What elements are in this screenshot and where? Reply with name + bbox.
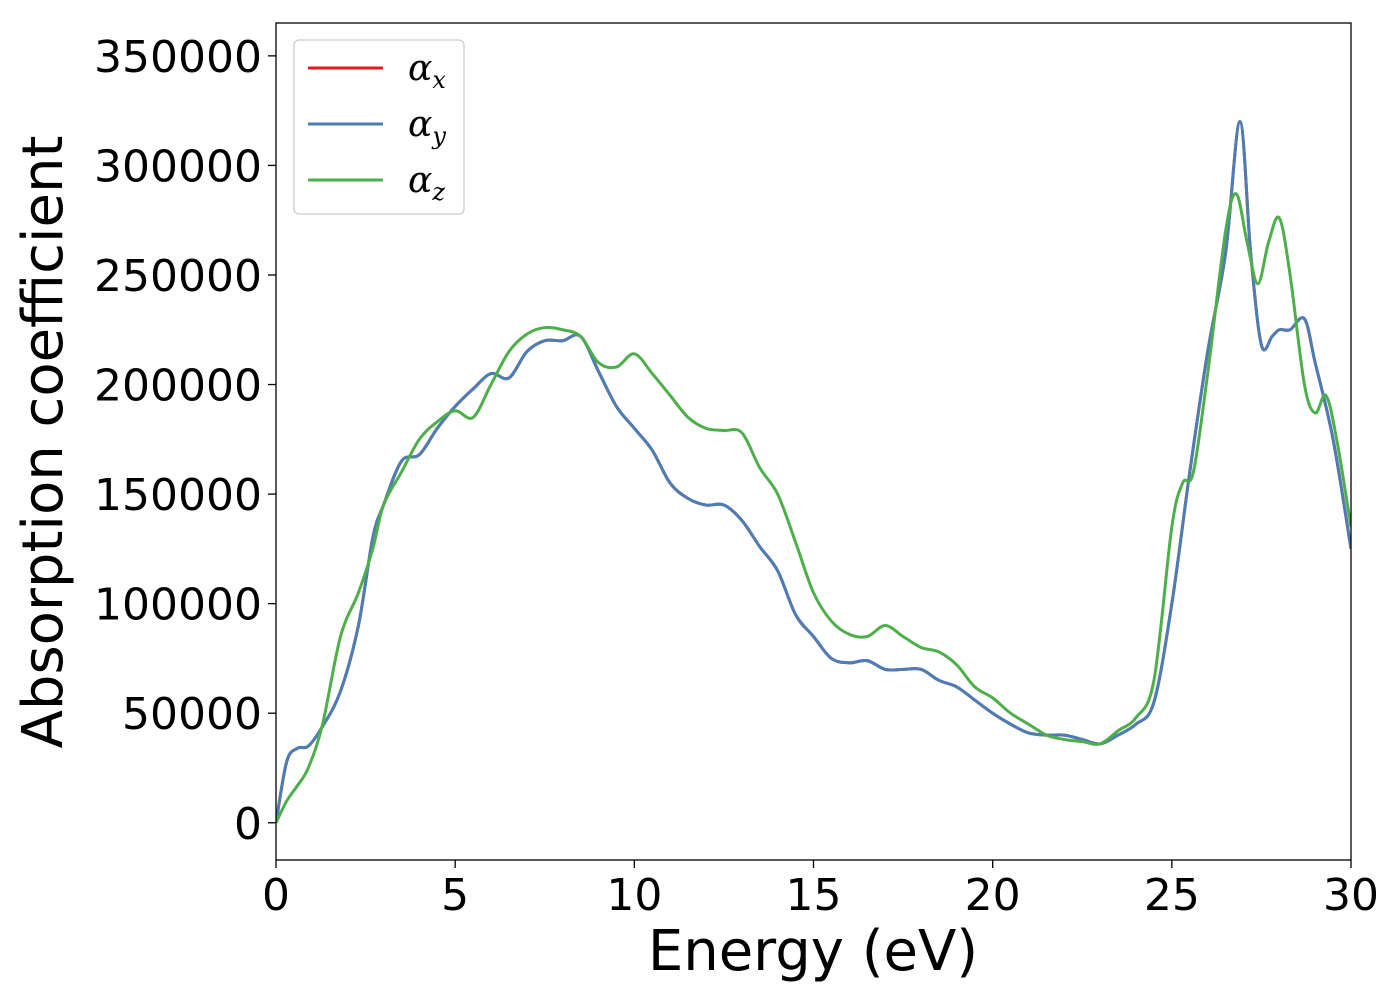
x-tick-label: 0 — [262, 870, 290, 921]
y-tick-label: 300000 — [94, 141, 262, 192]
legend-label-x: αx — [408, 48, 446, 94]
legend-box — [293, 39, 465, 215]
x-tick-label: 30 — [1323, 870, 1379, 921]
legend-label-y: αy — [408, 104, 446, 150]
x-tick-label: 25 — [1144, 870, 1200, 921]
series-line-z — [276, 192, 1351, 824]
y-tick-label: 100000 — [94, 580, 262, 631]
x-tick-label: 15 — [786, 870, 842, 921]
series-line-y — [276, 120, 1351, 824]
y-tick-label: 200000 — [94, 361, 262, 412]
y-tick-label: 350000 — [94, 32, 262, 83]
legend-entry-x: αx — [308, 48, 446, 94]
x-tick-label: 5 — [441, 870, 469, 921]
plot-frame — [275, 22, 1352, 861]
legend-entry-z: αz — [308, 160, 445, 206]
y-axis-title: Absorption coefficient — [11, 136, 76, 749]
y-tick-label: 250000 — [94, 251, 262, 302]
legend-entry-y: αy — [308, 104, 446, 150]
y-tick-label: 150000 — [94, 470, 262, 521]
series-layer — [276, 120, 1351, 824]
y-tick-label: 0 — [234, 799, 262, 850]
x-axis-title: Energy (eV) — [648, 919, 978, 984]
x-tick-label: 10 — [606, 870, 662, 921]
legend: αx αy αz — [293, 39, 465, 215]
ticks-layer: 0 5 10 15 20 25 30 0 50000 100000 150000 200000 2500… — [94, 32, 1379, 921]
y-tick-label: 50000 — [122, 689, 262, 740]
legend-label-z: αz — [408, 160, 445, 206]
x-tick-label: 20 — [965, 870, 1021, 921]
